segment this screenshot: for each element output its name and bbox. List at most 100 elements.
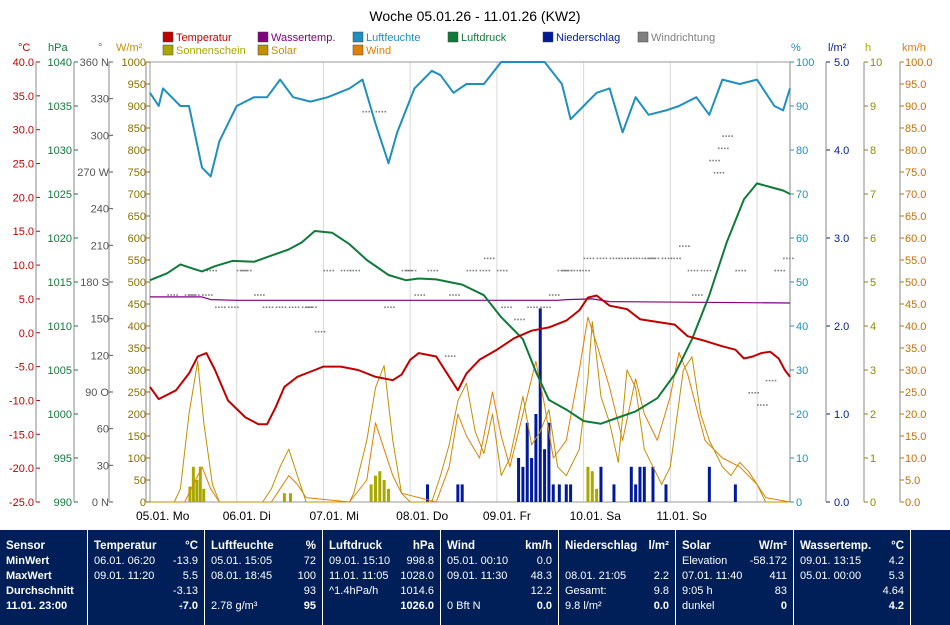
windrichtung-point	[557, 269, 560, 272]
windrichtung-point	[670, 257, 672, 260]
rain-axis-tick: 5.0	[834, 57, 849, 69]
rain-axis-tick: 2.0	[834, 321, 849, 333]
windrichtung-point	[368, 110, 371, 113]
windrichtung-point	[624, 257, 626, 260]
wassertemp-unit: °C	[891, 540, 904, 552]
legend-swatch-luftdruck	[447, 31, 459, 43]
windrichtung-point	[700, 269, 703, 272]
windrichtung-point	[195, 294, 197, 296]
legend-swatch-sonnenschein	[162, 44, 174, 56]
windrichtung-point	[472, 269, 475, 272]
legend-swatch-temperatur	[162, 31, 174, 43]
windrichtung-point	[212, 269, 214, 272]
windrichtung-point	[621, 257, 623, 260]
windrichtung-point	[332, 269, 335, 272]
direction-axis-tick: 360 N	[80, 57, 109, 69]
luftdruck-max-time: 11.01. 11:05	[329, 570, 389, 582]
wind-header: Wind	[447, 540, 475, 552]
windrichtung-point	[329, 269, 332, 272]
humidity-axis-tick: 20	[796, 409, 808, 421]
windrichtung-point	[352, 269, 355, 272]
rain-axis-tick: 1.0	[834, 409, 849, 421]
solar-header: Solar	[682, 540, 711, 552]
wind-axis-tick: 15.0	[905, 431, 926, 443]
humidity-axis-tick: 70	[796, 189, 808, 201]
sunshine-axis-tick: 5	[870, 277, 876, 289]
sunshine-axis-unit: h	[865, 42, 871, 54]
windrichtung-point	[189, 294, 191, 296]
windrichtung-point	[420, 294, 423, 296]
humidity-axis-tick: 90	[796, 101, 808, 113]
luftdruck-header: Luftdruck	[329, 540, 383, 552]
pressure-axis-tick: 1035	[48, 101, 72, 113]
windrichtung-point	[375, 110, 378, 113]
direction-axis-tick: 150	[91, 314, 109, 326]
windrichtung-point	[475, 269, 478, 272]
niederschlag-bar	[733, 484, 737, 502]
windrichtung-point	[241, 269, 243, 272]
windrichtung-point	[612, 257, 615, 260]
windrichtung-point	[489, 257, 492, 260]
legend-label-sonnenschein: Sonnenschein	[176, 45, 246, 57]
chart-svg: Woche 05.01.26 - 11.01.26 (KW2) Temperat…	[8, 8, 933, 523]
windrichtung-point	[783, 269, 785, 272]
sunshine-axis-tick: 0	[870, 497, 876, 509]
sunshine-bar	[595, 488, 599, 502]
windrichtung-point	[615, 257, 618, 260]
windrichtung-point	[404, 269, 407, 272]
windrichtung-point	[725, 135, 727, 137]
windrichtung-point	[728, 135, 730, 137]
luftdruck-min-value: 998.8	[406, 555, 434, 567]
plot-area	[149, 61, 794, 503]
windrichtung-point	[310, 306, 313, 309]
sunshine-axis-tick: 10	[870, 57, 882, 69]
windrichtung-point	[716, 172, 719, 174]
niederschlag-max-value: 2.2	[653, 570, 669, 582]
niederschlag-bar	[521, 466, 525, 502]
windrichtung-point	[748, 392, 750, 394]
wind-axis-tick: 50.0	[905, 277, 926, 289]
sunshine-bar	[288, 493, 292, 502]
windrichtung-point	[173, 294, 175, 296]
windrichtung-point	[754, 392, 756, 394]
direction-axis-tick: 90 O	[85, 387, 109, 399]
rain-axis-tick: 4.0	[834, 145, 849, 157]
sunshine-bar	[386, 488, 390, 502]
sunshine-axis-tick: 3	[870, 365, 876, 377]
series-line-wind	[150, 316, 791, 503]
windrichtung-point	[294, 306, 297, 309]
wassertemp-max-time: 05.01. 00:00	[800, 570, 862, 582]
windrichtung-point	[510, 306, 512, 309]
windrichtung-point	[517, 318, 519, 321]
sunshine-axis-tick: 1	[870, 453, 876, 465]
temperatur-trend-icon: ↓	[178, 600, 185, 612]
windrichtung-point	[693, 269, 696, 272]
solar-axis-tick: 650	[128, 211, 146, 223]
windrichtung-point	[390, 306, 392, 309]
x-axis-labels: 05.01. Mo 06.01. Di 07.01. Mi 08.01. Do 09.0…	[136, 509, 707, 523]
windrichtung-point	[284, 306, 287, 309]
windrichtung-point	[314, 330, 317, 333]
windrichtung-point	[234, 306, 236, 309]
windrichtung-point	[257, 294, 259, 296]
windrichtung-point	[205, 294, 207, 296]
windrichtung-point	[718, 147, 720, 150]
windrichtung-point	[466, 269, 469, 272]
windrichtung-point	[479, 269, 482, 272]
humidity-axis-tick: 0	[796, 497, 802, 509]
niederschlag-bar	[426, 484, 430, 502]
wind-axis-tick: 65.0	[905, 211, 926, 223]
niederschlag-max-time: 08.01. 21:05	[565, 570, 627, 582]
windrichtung-point	[635, 257, 638, 260]
windrichtung-point	[650, 257, 652, 260]
pressure-axis-unit: hPa	[48, 42, 68, 54]
windrichtung-point	[436, 269, 439, 272]
wassertemp-avg-value: 4.64	[882, 585, 904, 597]
windrichtung-point	[499, 269, 502, 272]
direction-axis-tick: 270 W	[77, 167, 109, 179]
windrichtung-point	[530, 306, 532, 309]
windrichtung-point	[417, 294, 420, 296]
windrichtung-point	[455, 294, 457, 296]
windrichtung-point	[485, 269, 488, 272]
windrichtung-point	[563, 269, 566, 272]
